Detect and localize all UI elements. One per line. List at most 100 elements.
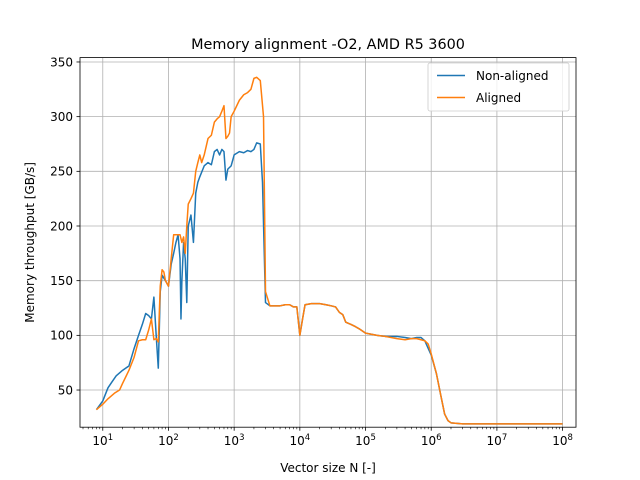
- y-tick-label: 350: [50, 55, 73, 69]
- data-point: [181, 280, 182, 281]
- data-point: [186, 302, 187, 303]
- data-point: [269, 305, 270, 306]
- data-point: [280, 305, 281, 306]
- data-point: [208, 138, 209, 139]
- data-point: [199, 154, 200, 155]
- data-point: [260, 80, 261, 81]
- data-point: [208, 162, 209, 163]
- data-point: [180, 258, 181, 259]
- data-point: [293, 306, 294, 307]
- axis-ticks: 101 102 103 104 105 106 107 108 50 100 150 200 250 30…: [50, 55, 573, 448]
- data-point: [122, 370, 123, 371]
- data-point: [188, 226, 189, 227]
- data-point: [181, 242, 182, 243]
- data-point: [542, 423, 543, 424]
- legend: Non-aligned Aligned: [427, 62, 570, 112]
- data-point: [175, 234, 176, 235]
- legend-label-non-aligned: Non-aligned: [476, 69, 549, 83]
- data-point: [311, 303, 312, 304]
- y-axis-label: Memory throughput [GB/s]: [23, 162, 37, 323]
- data-point: [163, 271, 164, 272]
- data-point: [234, 111, 235, 112]
- grid: [80, 57, 576, 428]
- data-point: [221, 111, 222, 112]
- data-point: [142, 339, 143, 340]
- data-point: [331, 305, 332, 306]
- data-point: [450, 422, 451, 423]
- data-point: [231, 165, 232, 166]
- data-point: [199, 176, 200, 177]
- data-point: [447, 420, 448, 421]
- data-point: [239, 151, 240, 152]
- series-line-aligned: [95, 76, 563, 425]
- data-point: [440, 395, 441, 396]
- data-point: [260, 143, 261, 144]
- data-point: [263, 116, 264, 117]
- data-point: [190, 215, 191, 216]
- data-point: [405, 337, 406, 338]
- data-point: [247, 150, 248, 151]
- data-point: [405, 339, 406, 340]
- data-point: [428, 348, 429, 349]
- data-point: [204, 154, 205, 155]
- data-point: [185, 253, 186, 254]
- data-point: [138, 340, 139, 341]
- data-point: [365, 333, 366, 334]
- data-point: [158, 368, 159, 369]
- x-tick-label: 108: [552, 433, 573, 448]
- data-point: [102, 400, 103, 401]
- data-point: [256, 77, 257, 78]
- chart-title: Memory alignment -O2, AMD R5 3600: [191, 37, 465, 53]
- data-point: [180, 234, 181, 235]
- data-point: [239, 100, 240, 101]
- data-point: [145, 339, 146, 340]
- y-tick-label: 250: [50, 165, 73, 179]
- data-point: [193, 242, 194, 243]
- data-point: [229, 133, 230, 134]
- data-point: [134, 348, 135, 349]
- data-point: [128, 370, 129, 371]
- data-point: [107, 398, 108, 399]
- x-tick-label: 106: [421, 433, 442, 448]
- data-point: [153, 339, 154, 340]
- data-point: [148, 329, 149, 330]
- data-point: [138, 335, 139, 336]
- data-point: [319, 303, 320, 304]
- data-point: [424, 340, 425, 341]
- data-point: [359, 328, 360, 329]
- data-point: [253, 78, 254, 79]
- data-point: [243, 94, 244, 95]
- data-point: [197, 162, 198, 163]
- data-point: [225, 138, 226, 139]
- x-tick-label: 104: [289, 433, 310, 448]
- data-point: [396, 338, 397, 339]
- data-point: [204, 165, 205, 166]
- data-point: [162, 269, 163, 270]
- data-point: [299, 335, 300, 336]
- data-point: [411, 338, 412, 339]
- data-point: [285, 304, 286, 305]
- data-point: [421, 337, 422, 338]
- data-point: [122, 383, 123, 384]
- data-point: [148, 315, 149, 316]
- series-lines: [95, 76, 563, 425]
- data-point: [186, 226, 187, 227]
- data-point: [421, 339, 422, 340]
- data-point: [305, 304, 306, 305]
- data-point: [234, 154, 235, 155]
- data-point: [134, 357, 135, 358]
- data-point: [114, 393, 115, 394]
- data-point: [436, 373, 437, 374]
- data-point: [253, 149, 254, 150]
- data-point: [165, 280, 166, 281]
- data-point: [355, 326, 356, 327]
- data-point: [265, 302, 266, 303]
- data-point: [201, 162, 202, 163]
- data-point: [339, 312, 340, 313]
- data-point: [173, 234, 174, 235]
- x-axis-label: Vector size N [-]: [280, 461, 376, 475]
- data-point: [214, 122, 215, 123]
- data-point: [153, 297, 154, 298]
- data-point: [219, 116, 220, 117]
- data-point: [102, 404, 103, 405]
